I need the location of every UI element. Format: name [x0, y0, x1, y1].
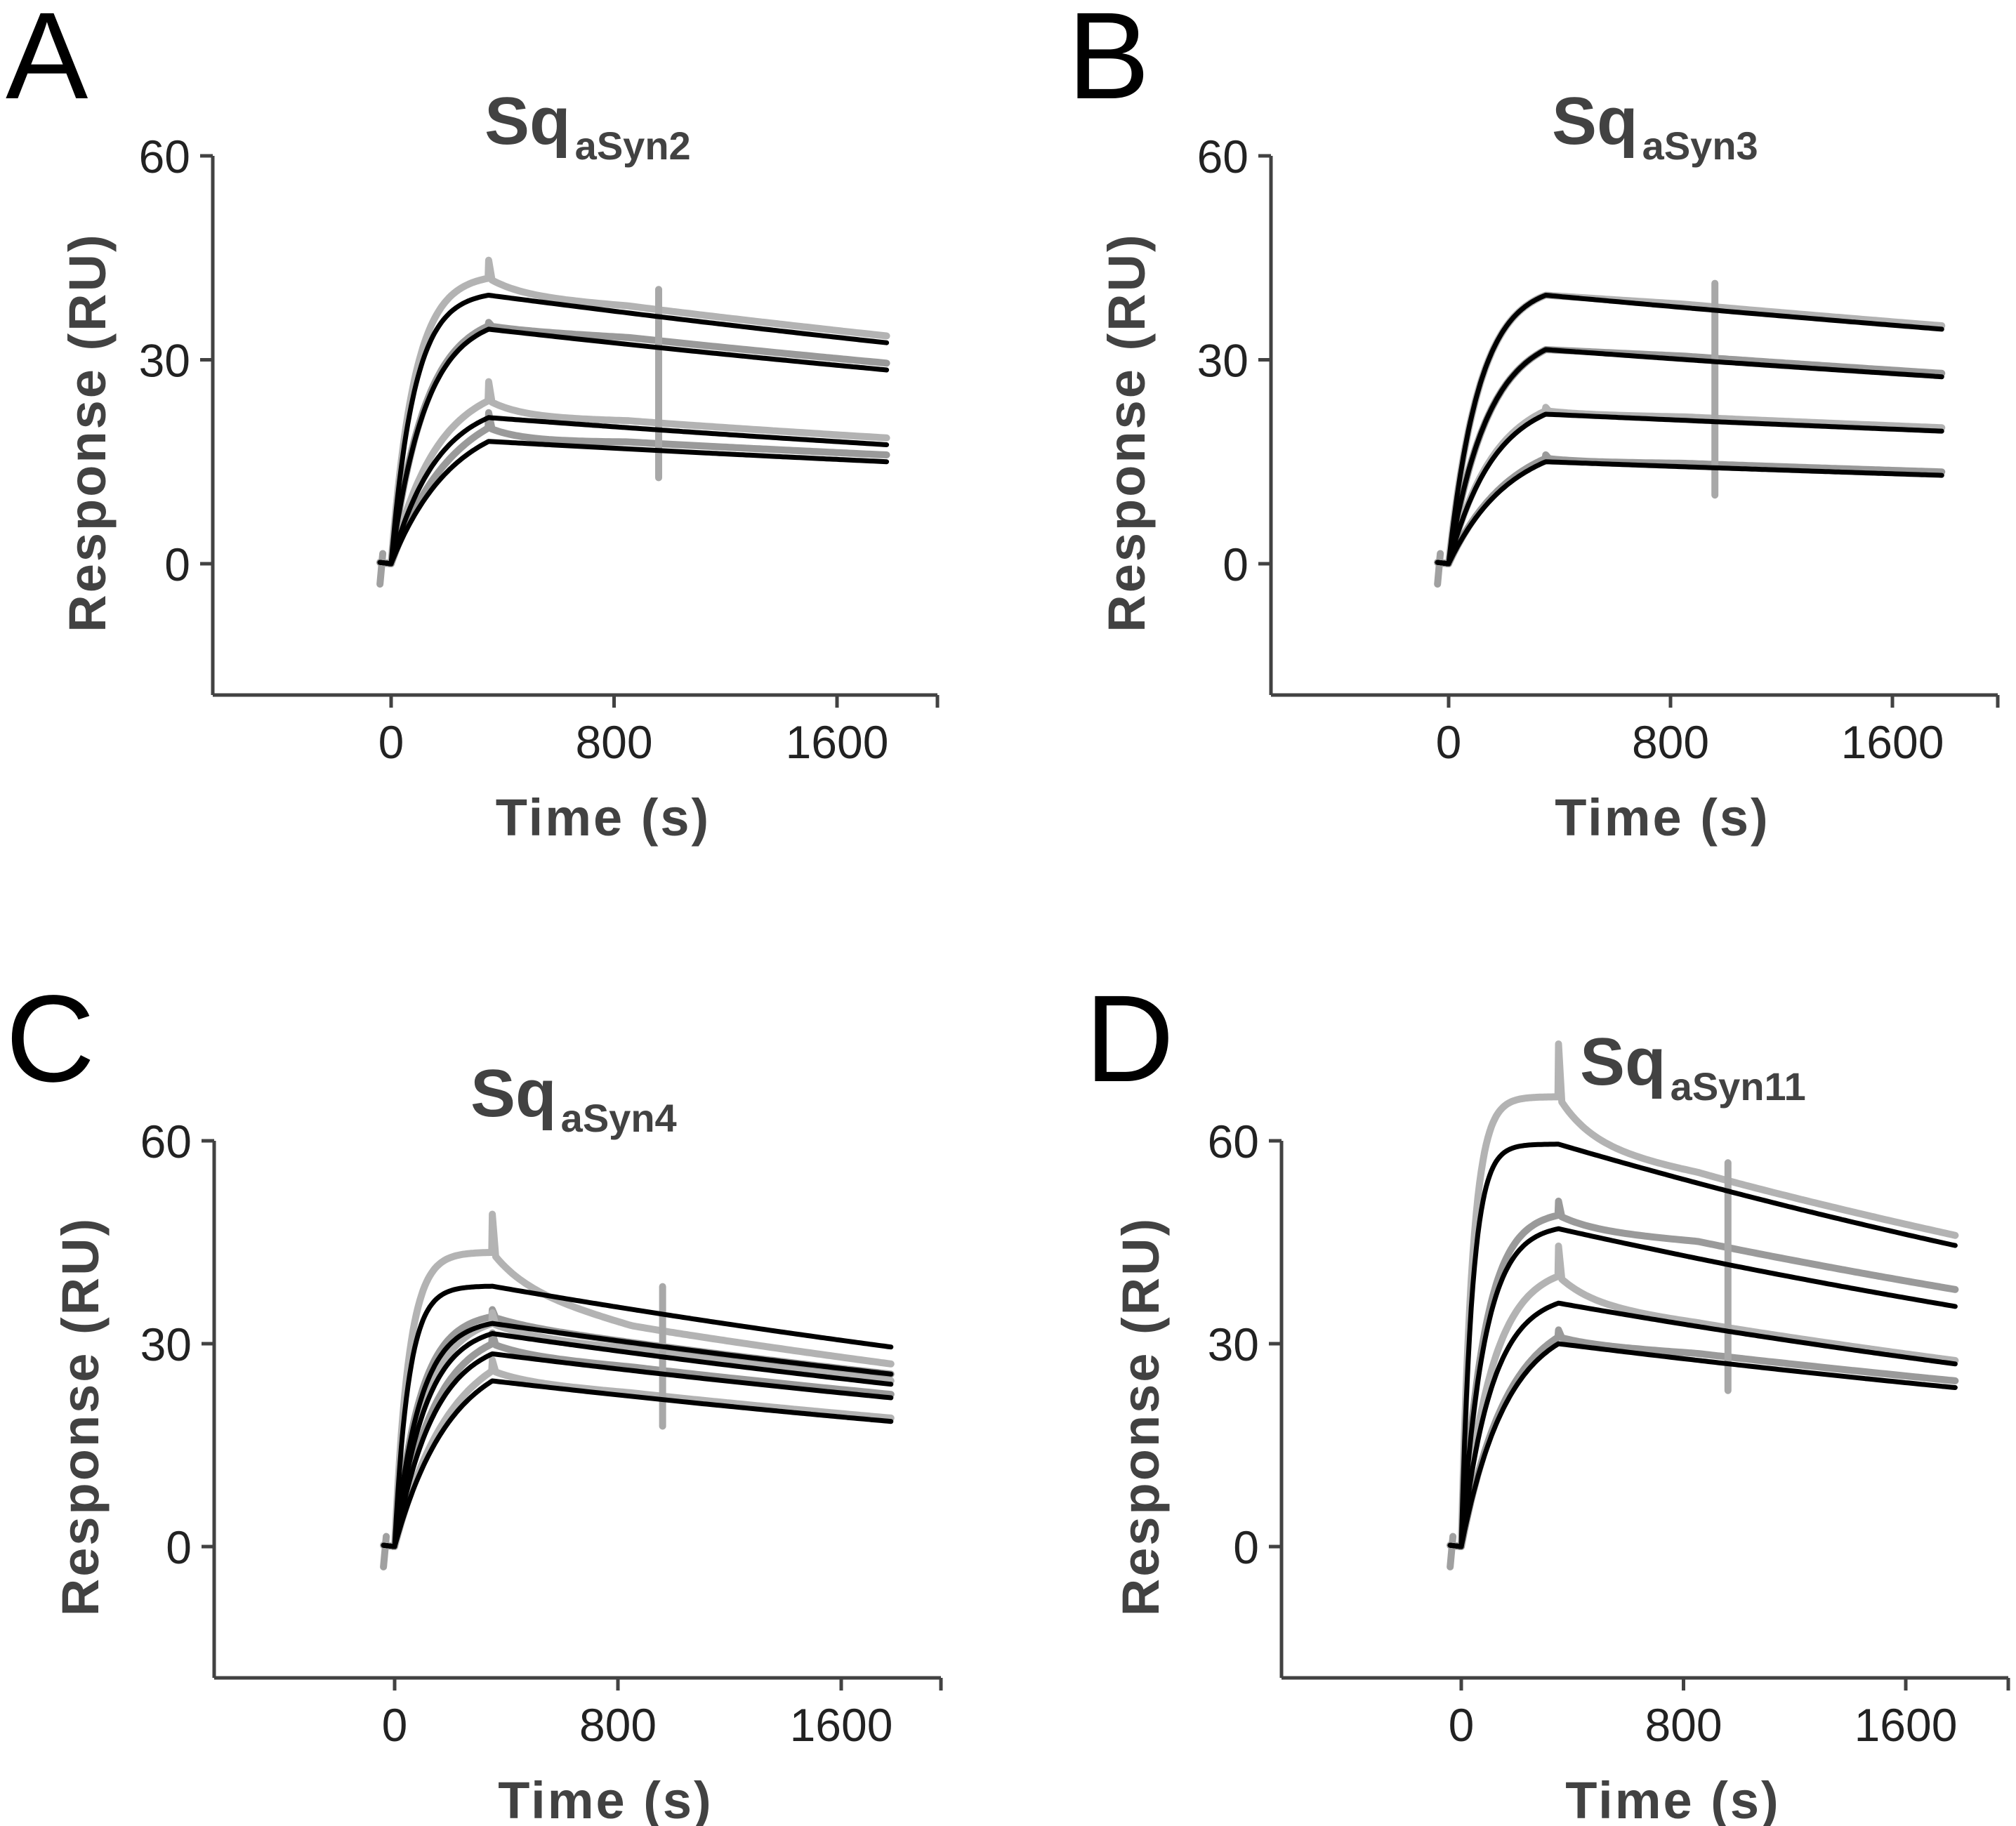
title-subscript: aSyn3: [1642, 124, 1758, 168]
title-subscript: aSyn2: [575, 124, 691, 168]
fit-curve: [1447, 1341, 1958, 1549]
x-axis-label: Time (s): [498, 1771, 713, 1826]
x-tick-label: 800: [1632, 716, 1709, 768]
y-axis-label: Response (RU): [58, 232, 117, 632]
fit-curve: [1435, 347, 1944, 567]
title-text: Sq: [470, 1056, 557, 1131]
fit-curve: [377, 326, 890, 567]
x-tick-label: 0: [382, 1699, 408, 1751]
y-axis-label: Response (RU): [51, 1217, 110, 1616]
chart-title: Sq aSyn2: [485, 84, 691, 168]
y-tick-label: 30: [1208, 1318, 1259, 1370]
chart-title: Sq aSyn11: [1580, 1024, 1806, 1109]
fit-curve: [1447, 1142, 1958, 1549]
fit-curve: [1447, 1300, 1958, 1549]
data-trace: [376, 409, 890, 567]
x-tick-label: 0: [1449, 1699, 1475, 1751]
x-axis-label: Time (s): [1565, 1771, 1780, 1826]
chart-title: Sq aSyn4: [470, 1056, 677, 1140]
fit-curve: [381, 1321, 894, 1549]
data-trace: [1447, 1326, 1959, 1550]
panel-letter: D: [1085, 970, 1174, 1108]
x-tick-label: 0: [378, 716, 404, 768]
title-subscript: aSyn4: [561, 1096, 677, 1140]
y-tick-label: 0: [1223, 538, 1249, 590]
y-tick-label: 0: [164, 538, 190, 590]
panel-d: D Sq aSyn11 0 30 60 0 800 1600 Time (s) Response (…: [1085, 970, 2010, 1826]
fit-curve: [1447, 1226, 1958, 1549]
x-tick-label: 800: [575, 716, 652, 768]
fit-curve: [1435, 411, 1944, 567]
y-tick-label: 0: [166, 1521, 192, 1573]
y-axis-label: Response (RU): [1098, 232, 1156, 632]
y-tick-label: 30: [1197, 335, 1249, 387]
title-text: Sq: [1552, 84, 1638, 159]
y-tick-label: 60: [1197, 131, 1249, 183]
baseline-artifact: [376, 550, 387, 588]
fit-curve: [377, 293, 890, 567]
x-tick-label: 1600: [786, 716, 889, 768]
fit-curve: [381, 1331, 894, 1549]
data-trace: [380, 1309, 895, 1550]
fit-curve: [381, 1378, 894, 1549]
data-trace: [1447, 1197, 1959, 1550]
y-tick-label: 60: [1208, 1116, 1259, 1167]
x-tick-label: 1600: [1841, 716, 1944, 768]
title-text: Sq: [485, 84, 571, 159]
panel-a: A Sq aSyn2 0 30 60 0 800 1600 Time (s) Response (R…: [6, 0, 940, 847]
baseline-artifact: [380, 1533, 390, 1570]
fit-curve: [377, 439, 890, 567]
y-tick-label: 60: [139, 131, 190, 183]
data-trace: [380, 1329, 895, 1550]
data-trace: [1447, 1242, 1959, 1550]
x-tick-label: 800: [579, 1699, 657, 1751]
panel-c: C Sq aSyn4 0 30 60 0 800 1600 Time (s) Response (R…: [6, 970, 943, 1826]
y-tick-label: 0: [1233, 1521, 1259, 1573]
baseline-artifact: [1434, 550, 1444, 588]
y-tick-label: 30: [139, 335, 190, 387]
data-trace: [376, 378, 890, 567]
data-trace: [1447, 1040, 1959, 1550]
baseline-artifact: [1447, 1533, 1457, 1570]
x-tick-label: 0: [1436, 716, 1462, 768]
data-trace: [376, 256, 890, 567]
data-trace: [380, 1356, 895, 1550]
fit-curve: [377, 415, 890, 567]
y-tick-label: 60: [140, 1116, 192, 1167]
panel-b: B Sq aSyn3 0 30 60 0 800 1600 Time (s) Response (R…: [1067, 0, 2000, 847]
panel-letter: C: [6, 970, 95, 1108]
x-axis-label: Time (s): [1555, 788, 1770, 847]
x-tick-label: 800: [1645, 1699, 1722, 1751]
fit-curve: [1435, 459, 1944, 567]
y-tick-label: 30: [140, 1318, 192, 1370]
y-axis-label: Response (RU): [1112, 1217, 1170, 1616]
fit-curve: [381, 1283, 894, 1549]
data-trace: [380, 1210, 895, 1550]
title-subscript: aSyn11: [1671, 1064, 1806, 1109]
fit-curve: [1435, 293, 1944, 567]
x-tick-label: 1600: [1854, 1699, 1958, 1751]
panel-letter: A: [6, 0, 88, 125]
title-text: Sq: [1580, 1024, 1666, 1099]
x-tick-label: 1600: [790, 1699, 893, 1751]
chart-title: Sq aSyn3: [1552, 84, 1758, 168]
fit-curve: [381, 1351, 894, 1549]
panel-letter: B: [1067, 0, 1149, 125]
x-axis-label: Time (s): [496, 788, 711, 847]
